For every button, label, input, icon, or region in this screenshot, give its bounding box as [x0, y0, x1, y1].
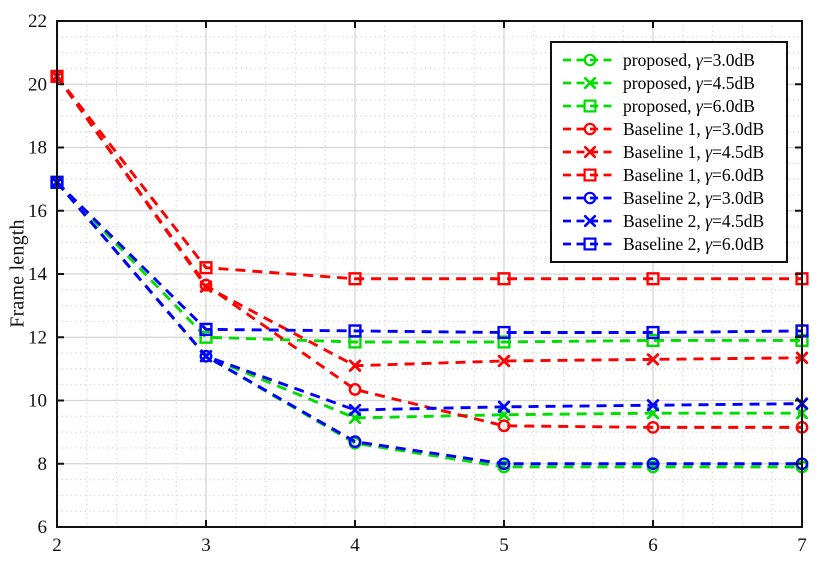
y-tick-label: 20	[28, 74, 47, 95]
legend-line-sample	[563, 99, 617, 113]
legend-item-8: Baseline 2, γ=6.0dB	[562, 233, 786, 255]
x-tick-labels: 2 3 4 5 6 7	[52, 535, 807, 556]
y-tick-label: 8	[38, 454, 48, 475]
legend-label: Baseline 2, γ=4.5dB	[623, 211, 765, 231]
legend-label: Baseline 1, γ=4.5dB	[623, 142, 765, 162]
y-axis-label: Frame length	[6, 219, 29, 328]
legend-item-4: Baseline 1, γ=4.5dB	[562, 141, 786, 163]
legend-label: Baseline 1, γ=3.0dB	[623, 119, 765, 139]
legend-label: proposed, γ=4.5dB	[623, 73, 755, 93]
legend: proposed, γ=3.0dB proposed, γ=4.5dB propos…	[550, 41, 788, 263]
legend-label: Baseline 2, γ=6.0dB	[623, 234, 765, 254]
legend-label: Baseline 2, γ=3.0dB	[623, 188, 765, 208]
legend-line-sample	[563, 145, 617, 159]
legend-line-sample	[563, 237, 617, 251]
x-tick-label: 2	[52, 535, 62, 556]
axis-ticks	[56, 20, 803, 528]
y-tick-label: 22	[28, 11, 47, 32]
x-tick-label: 6	[648, 535, 658, 556]
y-tick-label: 18	[28, 138, 47, 159]
legend-label: proposed, γ=3.0dB	[623, 50, 755, 70]
y-tick-label: 12	[28, 327, 47, 348]
y-tick-labels: 6 8 10 12 14 16 18 20 22	[28, 11, 48, 538]
y-tick-label: 14	[28, 264, 48, 285]
y-tick-label: 16	[28, 201, 47, 222]
legend-item-1: proposed, γ=4.5dB	[562, 72, 786, 94]
x-tick-label: 5	[499, 535, 509, 556]
legend-line-sample	[563, 168, 617, 182]
legend-item-2: proposed, γ=6.0dB	[562, 95, 786, 117]
legend-item-0: proposed, γ=3.0dB	[562, 49, 786, 71]
legend-label: Baseline 1, γ=6.0dB	[623, 165, 765, 185]
legend-line-sample	[563, 214, 617, 228]
legend-item-7: Baseline 2, γ=4.5dB	[562, 210, 786, 232]
legend-line-sample	[563, 76, 617, 90]
y-tick-label: 6	[38, 517, 48, 538]
legend-item-5: Baseline 1, γ=6.0dB	[562, 164, 786, 186]
legend-line-sample	[563, 53, 617, 67]
x-tick-label: 7	[797, 535, 807, 556]
legend-line-sample	[563, 122, 617, 136]
series-4-baseline-1-4.5dB	[50, 70, 809, 372]
x-tick-label: 4	[350, 535, 360, 556]
legend-item-3: Baseline 1, γ=3.0dB	[562, 118, 786, 140]
y-tick-label: 10	[28, 391, 47, 412]
x-tick-label: 3	[201, 535, 211, 556]
legend-item-6: Baseline 2, γ=3.0dB	[562, 187, 786, 209]
legend-line-sample	[563, 191, 617, 205]
legend-label: proposed, γ=6.0dB	[623, 96, 755, 116]
